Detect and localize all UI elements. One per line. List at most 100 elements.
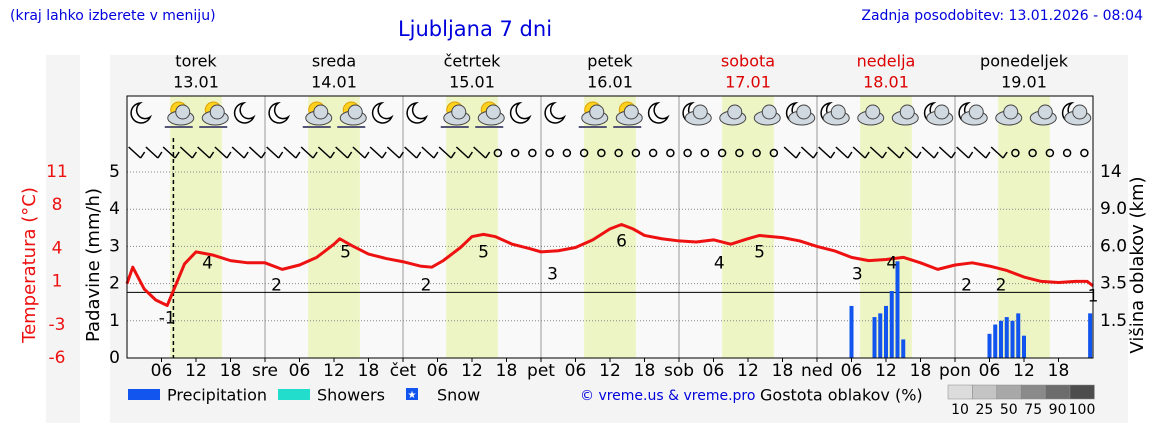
cloud-icon	[175, 104, 191, 120]
cloud-icon	[865, 104, 881, 120]
wind-barb	[231, 146, 249, 159]
precip-bar	[999, 320, 1003, 358]
calm-icon	[597, 148, 606, 158]
day-name: sobota	[721, 52, 775, 71]
cloud-legend-box	[1069, 384, 1095, 400]
legend-swatch	[128, 389, 160, 400]
legend-swatch	[278, 389, 310, 400]
precip-bar	[901, 339, 906, 358]
y-tick-label: 1	[109, 311, 120, 331]
plot-frame	[126, 95, 1094, 359]
x-tick-label: pon	[939, 361, 971, 381]
cloud-legend-box	[972, 384, 998, 400]
wind-barb	[266, 146, 284, 159]
cloud-legend-box	[1020, 384, 1046, 400]
y3-tick-label: 1.5	[1100, 311, 1127, 331]
moon-icon	[233, 102, 256, 124]
day-date: 13.01	[173, 73, 219, 92]
y-tick-label: 3	[109, 236, 120, 256]
x-tick-label: 18	[496, 361, 518, 381]
legend-label: Snow	[437, 386, 480, 405]
weather-icons	[130, 101, 1092, 128]
cloud-icon	[899, 104, 915, 120]
x-tick-label: 12	[875, 361, 897, 381]
temp-label: 4	[886, 254, 897, 274]
wind-barb	[128, 146, 146, 159]
x-tick-label: sob	[664, 361, 694, 381]
calm-icon	[666, 148, 675, 158]
cloud-legend-label: Gostota oblakov (%)	[760, 386, 923, 405]
temp-label: 2	[271, 275, 282, 295]
moon-icon	[130, 102, 153, 124]
daylight-band	[722, 96, 774, 358]
day-date: 16.01	[587, 73, 633, 92]
calm-icon	[735, 148, 744, 158]
x-tick-label: 18	[634, 361, 656, 381]
chart-title: Ljubljana 7 dni	[398, 17, 552, 41]
legend-label: Precipitation	[167, 386, 267, 405]
wind-barb	[179, 146, 197, 159]
y2-tick-label: 11	[46, 162, 68, 182]
legend-star: ★	[408, 390, 417, 401]
temp-label: 5	[478, 243, 489, 263]
y-tick-label: 2	[109, 274, 120, 294]
precip-bar	[1022, 335, 1026, 358]
cloud-legend-level: 25	[975, 402, 993, 418]
x-tick-label: 06	[979, 361, 1001, 381]
precip-bar	[884, 305, 888, 358]
temp-label: 4	[202, 254, 213, 274]
background-layer	[127, 96, 1093, 359]
day-name: torek	[175, 52, 217, 71]
legend-label: Showers	[317, 386, 385, 405]
calm-icon	[510, 148, 520, 158]
wind-barb	[283, 146, 301, 159]
cloud-icon	[313, 104, 329, 120]
x-tick-label: 06	[841, 361, 863, 381]
temp-label: 4	[714, 254, 725, 274]
x-tick-label: 18	[358, 361, 380, 381]
cloud-legend-level: 100	[1069, 402, 1096, 418]
x-tick-label: 18	[910, 361, 932, 381]
cloud-icon	[347, 104, 363, 120]
calm-icon	[752, 148, 761, 158]
calm-icon	[1045, 148, 1055, 158]
calm-icon	[769, 148, 779, 158]
x-tick-label: 06	[703, 361, 725, 381]
moon-icon	[268, 102, 291, 124]
wind-barb	[852, 146, 870, 159]
cloud-icon	[1072, 104, 1088, 120]
calm-icon	[545, 148, 554, 158]
left-panel	[46, 55, 80, 423]
daylight-band	[446, 96, 498, 358]
updated: Zadnja posodobitev: 13.01.2026 - 08:04	[861, 8, 1143, 24]
day-date: 17.01	[725, 73, 771, 92]
precip-bar	[1016, 313, 1021, 358]
day-date: 19.01	[1001, 73, 1047, 92]
credit: © vreme.us & vreme.pro	[580, 388, 755, 404]
x-tick-label: 12	[461, 361, 483, 381]
cloud-legend-level: 75	[1024, 402, 1042, 418]
cloud-icon	[485, 104, 501, 120]
temp-label: 3	[547, 265, 558, 285]
temp-label: 3	[852, 265, 863, 285]
y2-tick-label: -6	[49, 348, 66, 368]
cloud-icon	[830, 104, 846, 120]
cloud-icon	[968, 104, 984, 120]
calm-icon	[1080, 148, 1089, 158]
y3-tick-label: 6.0	[1100, 236, 1127, 256]
day-date: 14.01	[311, 73, 357, 92]
moon-icon	[509, 102, 532, 124]
cloud-icon	[1003, 104, 1019, 120]
moon-icon	[371, 102, 394, 124]
wind-barb	[887, 146, 905, 159]
precip-bar	[993, 324, 998, 358]
precip-bar	[889, 291, 894, 358]
y-tick-label: 0	[109, 348, 120, 368]
wind-barb	[197, 146, 215, 159]
temp-label: 5	[340, 243, 351, 263]
moon-icon	[544, 102, 567, 124]
note: (kraj lahko izberete v meniju)	[10, 8, 216, 24]
y3-tick-label: 9.0	[1100, 199, 1127, 219]
daylight-band	[308, 96, 360, 358]
